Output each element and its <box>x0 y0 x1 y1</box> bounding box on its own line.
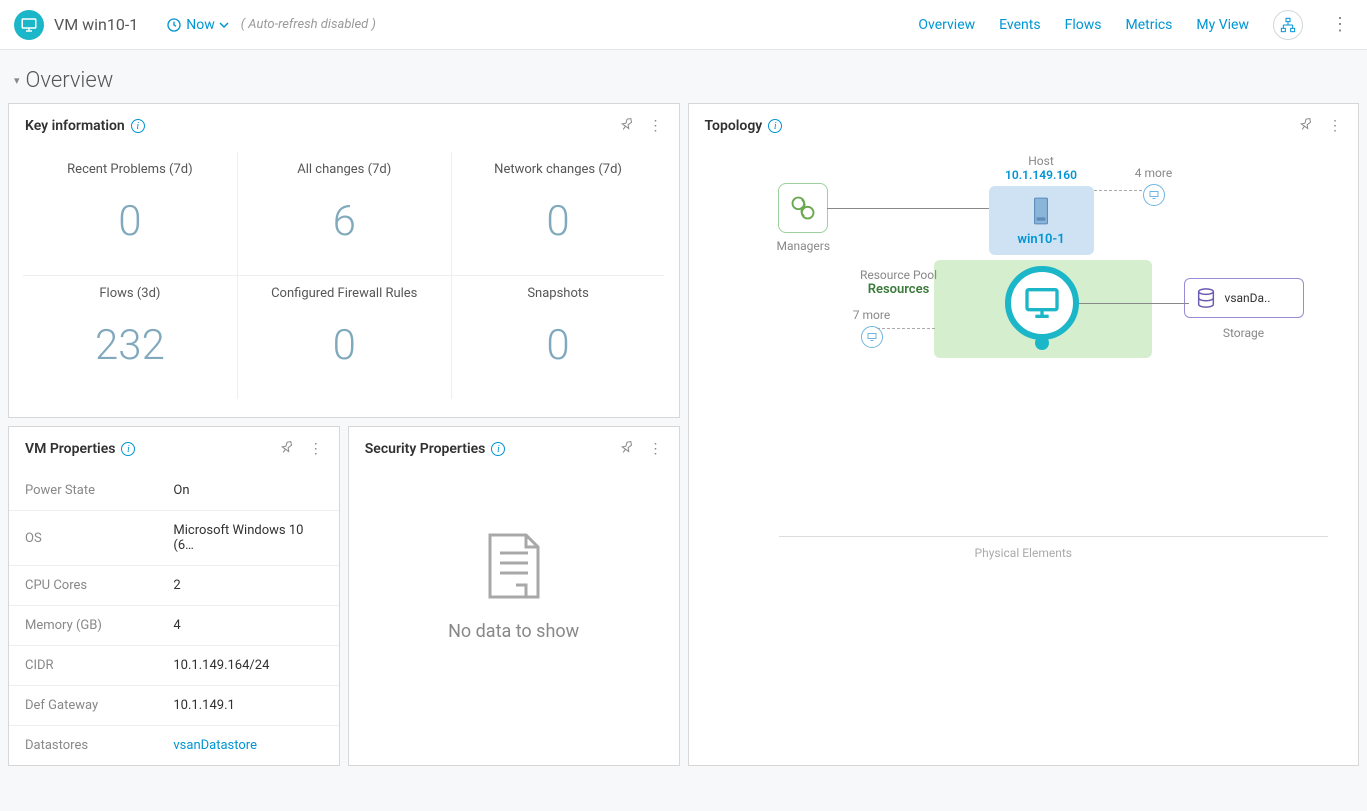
card-more-icon[interactable]: ⋮ <box>1328 118 1342 134</box>
ki-cell-firewall[interactable]: Configured Firewall Rules 0 <box>237 275 451 399</box>
info-icon[interactable]: i <box>768 119 782 133</box>
pin-icon[interactable] <box>279 439 295 459</box>
table-row: OSMicrosoft Windows 10 (6… <box>9 511 339 566</box>
topo-more-right[interactable]: 4 more <box>1119 166 1189 206</box>
pin-icon[interactable] <box>619 116 635 136</box>
info-icon[interactable]: i <box>131 119 145 133</box>
chevron-down-icon: ▾ <box>14 74 20 87</box>
vm-small-icon <box>861 326 883 348</box>
vm-small-icon <box>1143 184 1165 206</box>
topo-edge <box>877 328 935 329</box>
ki-cell-recent-problems[interactable]: Recent Problems (7d) 0 <box>23 152 237 275</box>
topo-node-managers[interactable]: Managers <box>777 183 831 253</box>
topology-canvas[interactable]: Managers Host 10.1.149.160 win10-1 Resou… <box>689 148 1359 568</box>
vm-properties-table: Power StateOn OSMicrosoft Windows 10 (6…… <box>9 471 339 765</box>
topo-center-dot <box>1035 336 1049 350</box>
clock-icon <box>166 17 182 33</box>
key-information-card: Key information i ⋮ Recent Problems (7d)… <box>8 103 680 418</box>
table-row: CIDR10.1.149.164/24 <box>9 646 339 686</box>
topo-edge <box>1079 303 1189 304</box>
chevron-down-icon <box>219 20 229 30</box>
topo-node-vm-center[interactable] <box>1005 266 1079 340</box>
topo-edge <box>827 208 989 209</box>
topology-card: Topology i ⋮ Managers <box>688 103 1360 766</box>
tab-my-view[interactable]: My View <box>1196 17 1249 33</box>
info-icon[interactable]: i <box>491 442 505 456</box>
section-title: Overview <box>26 68 114 93</box>
vm-monitor-icon <box>14 10 44 40</box>
time-label: Now <box>186 17 215 33</box>
empty-message: No data to show <box>448 621 579 642</box>
vm-title: VM win10-1 <box>54 15 138 34</box>
table-row: Def Gateway10.1.149.1 <box>9 686 339 726</box>
card-more-icon[interactable]: ⋮ <box>309 441 323 457</box>
tab-metrics[interactable]: Metrics <box>1125 17 1172 33</box>
auto-refresh-status: ( Auto-refresh disabled ) <box>241 17 376 32</box>
header-more-icon[interactable]: ⋮ <box>1327 14 1353 35</box>
nav-tabs: Overview Events Flows Metrics My View ⋮ <box>918 10 1353 40</box>
card-more-icon[interactable]: ⋮ <box>649 441 663 457</box>
table-row: DatastoresvsanDatastore <box>9 726 339 766</box>
ki-cell-snapshots[interactable]: Snapshots 0 <box>451 275 665 399</box>
vm-properties-card: VM Properties i ⋮ Power StateOn OSMicros… <box>8 426 340 766</box>
section-header[interactable]: ▾ Overview <box>0 50 1367 103</box>
pin-icon[interactable] <box>619 439 635 459</box>
host-icon <box>1030 196 1052 226</box>
ki-cell-flows[interactable]: Flows (3d) 232 <box>23 275 237 399</box>
card-title: Topology <box>705 118 763 134</box>
topo-node-host[interactable]: Host 10.1.149.160 win10-1 <box>989 154 1094 255</box>
physical-elements-label: Physical Elements <box>689 546 1359 560</box>
monitor-icon <box>1022 283 1062 323</box>
vm-name-label: win10-1 <box>997 232 1086 247</box>
security-properties-card: Security Properties i ⋮ <box>348 426 680 766</box>
tab-overview[interactable]: Overview <box>918 17 975 33</box>
tab-events[interactable]: Events <box>999 17 1040 33</box>
header-bar: VM win10-1 Now ( Auto-refresh disabled )… <box>0 0 1367 50</box>
time-picker[interactable]: Now <box>166 17 229 33</box>
tab-flows[interactable]: Flows <box>1065 17 1102 33</box>
topo-node-storage[interactable]: vsanDa.. Storage <box>1184 278 1304 340</box>
table-row: CPU Cores2 <box>9 566 339 606</box>
datastore-link[interactable]: vsanDatastore <box>157 726 338 766</box>
empty-state: No data to show <box>349 471 679 702</box>
topo-edge <box>1094 190 1142 191</box>
ki-cell-net-changes[interactable]: Network changes (7d) 0 <box>451 152 665 275</box>
card-title: VM Properties <box>25 441 115 457</box>
host-ip: 10.1.149.160 <box>989 168 1094 182</box>
ki-cell-all-changes[interactable]: All changes (7d) 6 <box>237 152 451 275</box>
info-icon[interactable]: i <box>121 442 135 456</box>
topo-resource-pool-label: Resource Pool Resources <box>839 268 959 297</box>
pin-icon[interactable] <box>1298 116 1314 136</box>
table-row: Memory (GB)4 <box>9 606 339 646</box>
storage-icon <box>1195 287 1217 309</box>
card-title: Security Properties <box>365 441 486 457</box>
card-more-icon[interactable]: ⋮ <box>649 118 663 134</box>
physical-divider <box>779 536 1329 537</box>
key-info-grid: Recent Problems (7d) 0 All changes (7d) … <box>9 148 679 417</box>
topology-nav-icon[interactable] <box>1273 10 1303 40</box>
managers-icon <box>778 183 828 233</box>
table-row: Power StateOn <box>9 471 339 511</box>
document-icon <box>486 531 542 601</box>
card-title: Key information <box>25 118 125 134</box>
